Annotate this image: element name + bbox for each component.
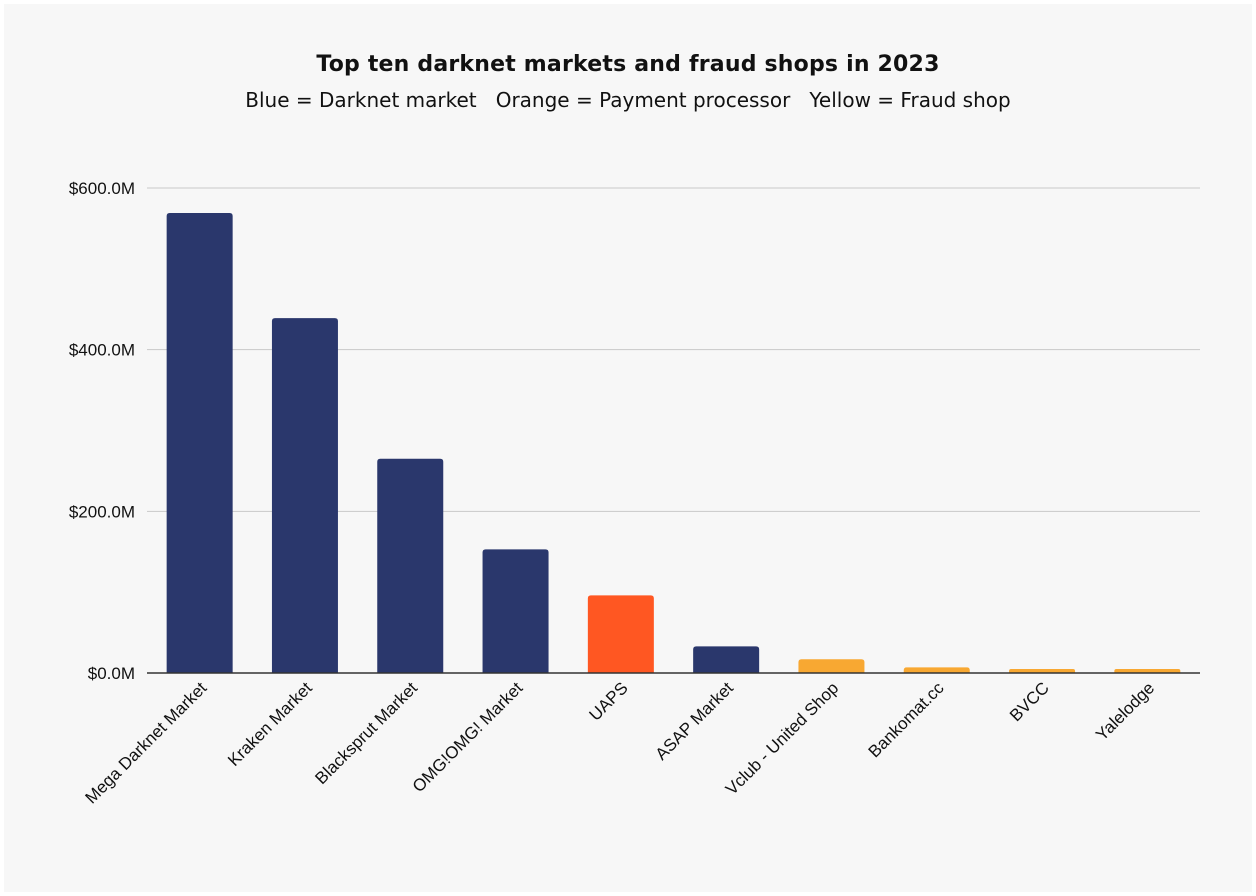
y-tick-label: $600.0M [69,179,135,198]
x-tick-label: Yalelodge [1092,678,1158,744]
bar-uaps [587,595,654,673]
y-tick-label: $200.0M [69,502,135,521]
x-tick-label: BVCC [1006,678,1053,725]
bar-bvcc [1009,668,1076,673]
bar-blacksprut-market [377,458,444,673]
x-tick-label: Kraken Market [224,678,316,770]
bar-kraken-market [271,318,338,673]
bar-asap-market [693,646,760,673]
x-tick-label: Vclub - United Shop [722,678,842,798]
chart-title: Top ten darknet markets and fraud shops … [316,52,940,77]
x-tick-label: UAPS [586,678,632,724]
y-tick-label: $400.0M [69,341,135,360]
y-axis-tick-labels: $0.0M $200.0M $400.0M $600.0M [69,179,135,683]
x-axis-tick-labels: Mega Darknet Market Kraken MarketBlackspr… [81,678,1158,807]
bar-bankomat-cc [903,667,970,673]
x-tick-label: Blacksprut Market [311,678,421,788]
bars [166,213,1181,673]
bar-mega-darknet-market [166,213,233,673]
chart-subtitle: Blue = Darknet market Orange = Payment p… [245,88,1011,112]
bar-yalelodge [1114,668,1181,673]
x-tick-label: Mega Darknet Market [81,678,210,807]
bar-vclub-united-shop [798,659,865,673]
y-tick-label: $0.0M [88,664,135,683]
x-tick-label: OMG!OMG! Market [409,678,527,796]
x-tick-label: Bankomat.cc [865,678,948,761]
bar-omg-omg-market [482,549,549,673]
x-tick-label: ASAP Market [652,678,738,764]
